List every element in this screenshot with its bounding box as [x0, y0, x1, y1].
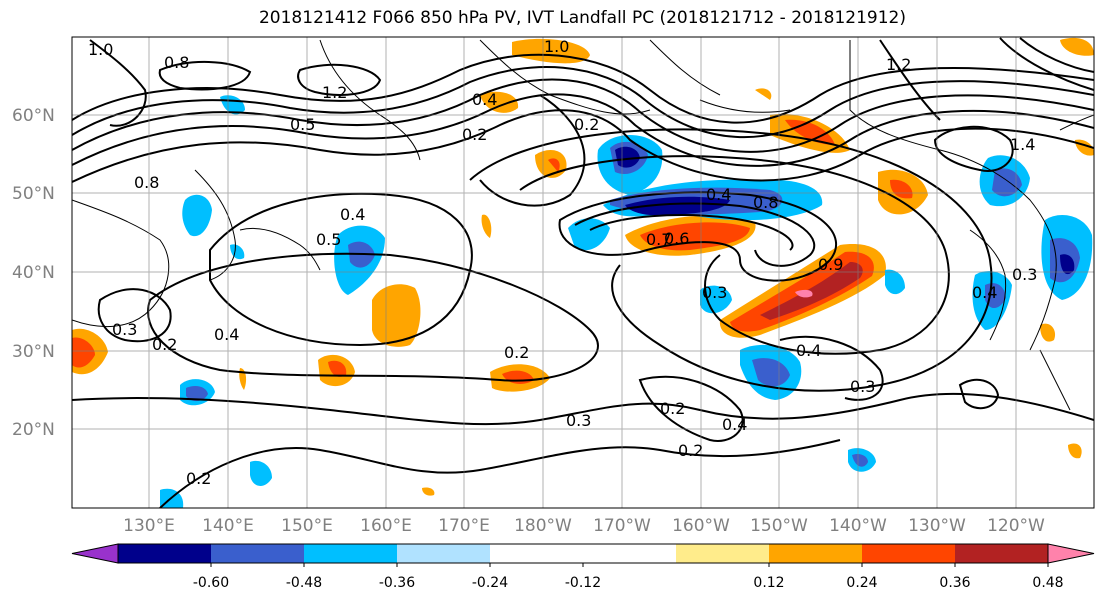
lon-label: 140°W — [829, 516, 887, 536]
contour-label: 0.4 — [340, 205, 365, 224]
contour-label: 0.4 — [472, 90, 497, 109]
colorbar-tick-label: 0.12 — [753, 575, 784, 591]
lon-label: 130°W — [908, 516, 966, 536]
contour-label: 0.2 — [678, 441, 703, 460]
contour-label: 0.8 — [164, 53, 189, 72]
colorbar-tick-label: -0.12 — [565, 575, 601, 591]
lon-label: 170°W — [593, 516, 651, 536]
colorbar-tick-label: 0.48 — [1032, 575, 1063, 591]
contour-label: 0.4 — [214, 325, 239, 344]
lon-label: 160°E — [360, 516, 412, 536]
contour-label: 0.2 — [574, 115, 599, 134]
contour-label: 0.3 — [702, 283, 727, 302]
colorbar-tick-label: -0.60 — [193, 575, 229, 591]
contour-label: 0.3 — [850, 377, 875, 396]
contour-label: 0.4 — [972, 283, 997, 302]
lon-label: 150°E — [281, 516, 333, 536]
lat-axis: 60°N 50°N 40°N 30°N 20°N — [12, 106, 55, 440]
colorbar-segment — [769, 544, 863, 563]
colorbar-segment — [862, 544, 956, 563]
lon-label: 180°W — [514, 516, 572, 536]
contour-label: 0.4 — [722, 415, 747, 434]
colorbar-segment — [490, 544, 584, 563]
contour-label: 0.4 — [796, 341, 821, 360]
colorbar-tick-label: -0.36 — [379, 575, 415, 591]
contour-label: 0.9 — [818, 255, 843, 274]
contour-label: 1.2 — [322, 83, 347, 102]
contour-label: 0.4 — [706, 185, 731, 204]
contour-label: 0.2 — [152, 335, 177, 354]
lon-axis: 130°E 140°E 150°E 160°E 170°E 180°W 170°… — [123, 516, 1045, 536]
lon-label: 120°W — [987, 516, 1045, 536]
contour-label: 1.2 — [886, 55, 911, 74]
contour-label: 0.2 — [504, 343, 529, 362]
colorbar-tick-label: 0.36 — [939, 575, 970, 591]
lat-label: 30°N — [12, 342, 55, 362]
ivt-contours — [72, 37, 1094, 508]
colorbar-segments — [71, 543, 1095, 564]
contour-label: 0.8 — [134, 173, 159, 192]
contour-labels: 1.0 0.8 1.2 0.8 0.4 0.2 0.2 0.4 0.8 0.5 … — [88, 37, 1037, 488]
contour-label: 1.4 — [1010, 135, 1035, 154]
contour-label: 1.0 — [88, 40, 113, 59]
map-title: 2018121412 F066 850 hPa PV, IVT Landfall… — [258, 8, 906, 28]
lat-label: 40°N — [12, 263, 55, 283]
contour-label: 0.7 — [646, 230, 671, 249]
contour-label: 0.3 — [112, 320, 137, 339]
contour-label: 0.5 — [290, 115, 315, 134]
colorbar-segment — [397, 544, 491, 563]
lat-label: 50°N — [12, 184, 55, 204]
contour-label: 0.6 — [664, 229, 689, 248]
colorbar-extend-min — [71, 543, 119, 564]
lon-label: 150°W — [750, 516, 808, 536]
lon-label: 170°E — [438, 516, 490, 536]
map-panel: 1.0 0.8 1.2 0.8 0.4 0.2 0.2 0.4 0.8 0.5 … — [71, 36, 1095, 509]
contour-label: 1.0 — [544, 37, 569, 56]
colorbar-segment — [304, 544, 398, 563]
contour-label: 0.3 — [1012, 265, 1037, 284]
contour-label: 0.5 — [316, 230, 341, 249]
graticule — [72, 37, 1094, 508]
map-border — [71, 36, 1095, 509]
colorbar-extend-max — [1047, 543, 1095, 564]
colorbar-tick-label: -0.24 — [472, 575, 508, 591]
contour-label: 0.3 — [566, 411, 591, 430]
colorbar-tick-label: -0.48 — [286, 575, 322, 591]
colorbar-ticks: -0.60 -0.48 -0.36 -0.24 -0.12 0.12 0.24 0.36 0.4… — [193, 563, 1064, 591]
colorbar-segment — [211, 544, 305, 563]
colorbar: -0.60 -0.48 -0.36 -0.24 -0.12 0.12 0.24 0.36 0.4… — [71, 543, 1095, 591]
colorbar-tick-label: 0.24 — [846, 575, 877, 591]
pv-shading — [72, 37, 1094, 508]
lon-label: 130°E — [123, 516, 175, 536]
contour-label: 0.2 — [462, 125, 487, 144]
lat-label: 60°N — [12, 106, 55, 126]
colorbar-segment — [955, 544, 1049, 563]
colorbar-segment — [676, 544, 770, 563]
contour-label: 0.2 — [186, 469, 211, 488]
lon-label: 160°W — [672, 516, 730, 536]
colorbar-segment — [118, 544, 212, 563]
contour-label: 0.8 — [753, 193, 778, 212]
colorbar-segment — [583, 544, 677, 563]
contour-label: 0.2 — [660, 399, 685, 418]
lat-label: 20°N — [12, 420, 55, 440]
lon-label: 140°E — [202, 516, 254, 536]
